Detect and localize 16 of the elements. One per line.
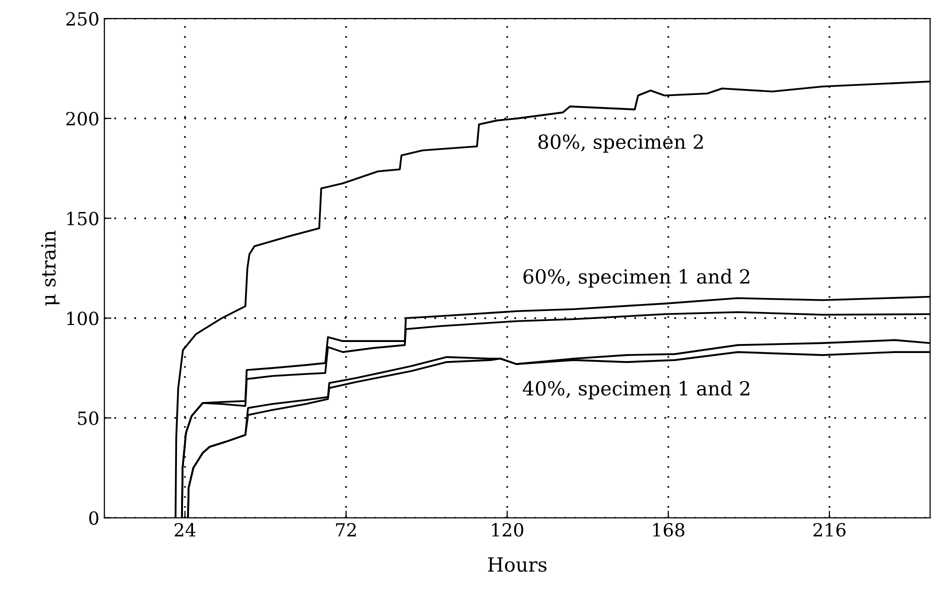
y-tick-label: 100 [67, 312, 98, 326]
x-tick-label: 216 [813, 522, 846, 537]
y-tick-label: 200 [66, 112, 98, 126]
x-axis-title: Hours [488, 557, 546, 572]
x-tick-label: 72 [336, 522, 356, 536]
y-tick-label: 250 [66, 12, 98, 26]
y-axis-title: μ strain [41, 230, 60, 306]
y-tick-label: 0 [89, 511, 98, 525]
annotation: 60%, specimen 1 and 2 [524, 268, 750, 288]
x-tick-label: 168 [653, 522, 684, 537]
annotation: 40%, specimen 1 and 2 [522, 380, 750, 400]
x-tick-label: 120 [492, 522, 524, 537]
y-tick-label: 50 [78, 411, 98, 426]
annotation: 80%, specimen 2 [538, 134, 703, 153]
y-tick-label: 150 [67, 212, 98, 226]
x-tick-label: 24 [174, 522, 196, 536]
